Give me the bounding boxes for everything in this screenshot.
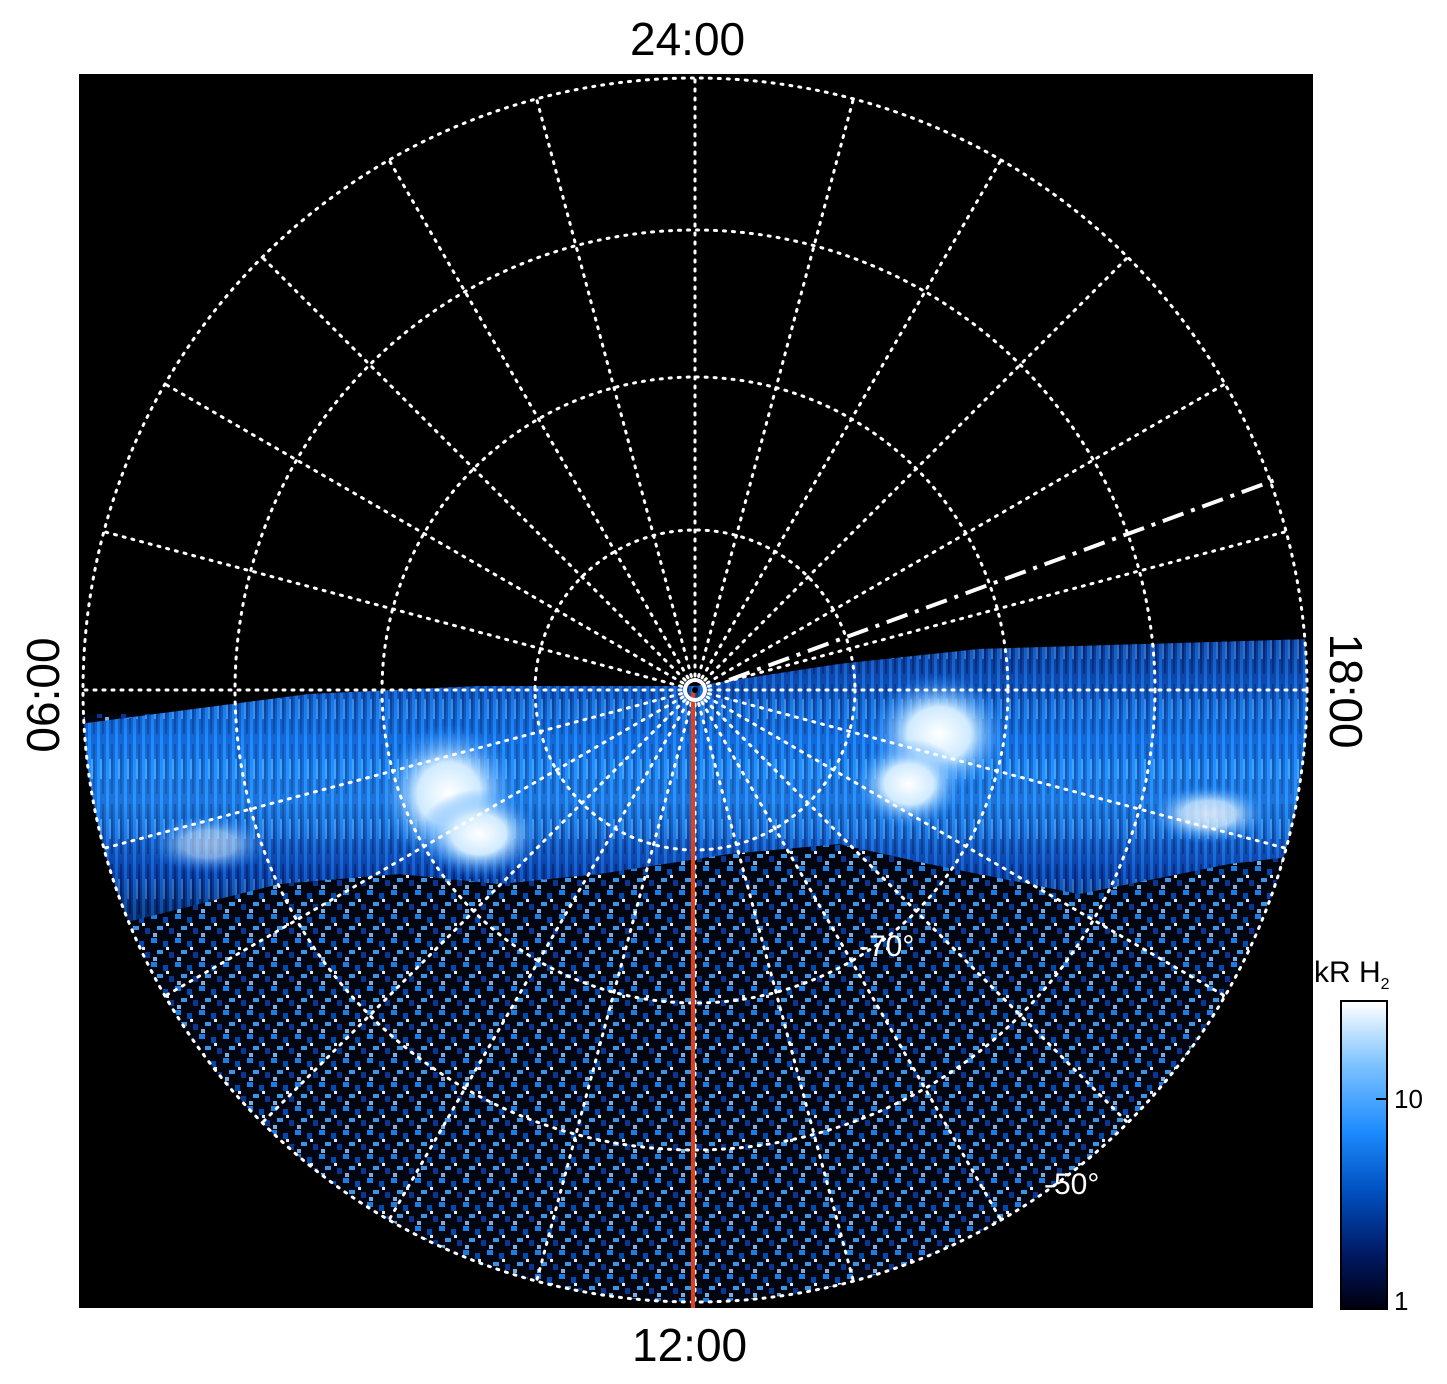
meridian-line <box>387 158 690 680</box>
meridian-line <box>697 97 855 678</box>
meridian-line <box>700 700 1003 1222</box>
meridian-line <box>703 698 1130 1125</box>
meridian-line <box>700 158 1003 680</box>
meridian-line <box>260 698 687 1125</box>
meridian-line <box>163 695 685 998</box>
meridian-line <box>102 692 683 850</box>
meridian-line <box>707 530 1288 688</box>
meridian-line <box>697 702 855 1283</box>
colorbar-tick-10: 10 <box>1394 1084 1423 1114</box>
meridian-line <box>163 382 685 685</box>
dusk-dashed-marker <box>728 478 1276 682</box>
local-time-meridians <box>81 76 1309 1304</box>
meridian-line <box>703 255 1130 682</box>
meridian-line <box>535 97 693 678</box>
meridian-line <box>535 702 693 1283</box>
latitude-label-50: -50° <box>1044 1168 1099 1201</box>
meridian-line <box>705 695 1227 998</box>
meridian-line <box>260 255 687 682</box>
meridian-line <box>705 382 1227 685</box>
colorbar-tick-mark-10 <box>1376 1098 1386 1100</box>
colorbar-title: kR H2 <box>1314 956 1390 993</box>
label-dawn: 06:00 <box>17 637 69 753</box>
label-noon: 12:00 <box>632 1319 748 1371</box>
polar-projection-image: -70° -50° <box>79 74 1313 1308</box>
label-dusk: 18:00 <box>1320 633 1372 749</box>
colorbar-tick-1: 1 <box>1394 1286 1409 1316</box>
auroral-map: -70° -50° <box>81 76 1309 1308</box>
label-midnight: 24:00 <box>630 13 746 65</box>
meridian-line <box>102 530 683 688</box>
colorbar <box>1340 1000 1388 1310</box>
pole-marker <box>683 678 707 702</box>
meridian-line <box>707 692 1288 850</box>
latitude-label-70: -70° <box>859 930 914 963</box>
meridian-line <box>387 700 690 1222</box>
